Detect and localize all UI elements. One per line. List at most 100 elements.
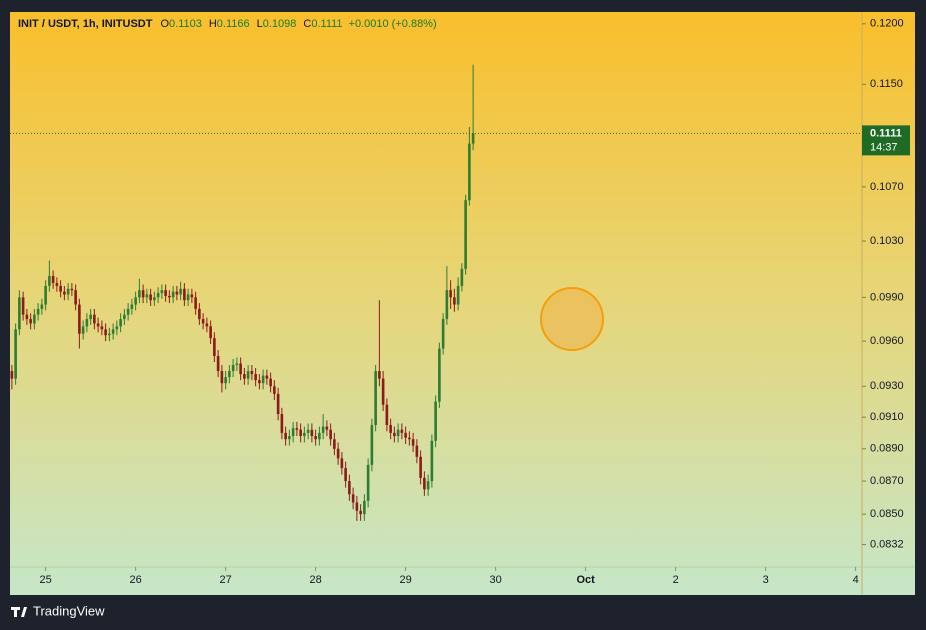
candle-body — [329, 429, 332, 440]
brand: TradingView — [11, 603, 105, 618]
candle-body — [321, 426, 325, 433]
candle-body — [160, 290, 164, 294]
candle-body — [306, 429, 310, 433]
candle-body — [239, 363, 242, 375]
candle-body — [363, 500, 366, 515]
y-tick-label: 0.0910 — [870, 411, 904, 423]
candle-body — [149, 294, 152, 301]
candle-body — [441, 319, 445, 349]
y-tick-label: 0.1200 — [870, 18, 904, 30]
candle-body — [314, 436, 317, 440]
candle-body — [153, 297, 156, 301]
x-tick-label: 27 — [220, 574, 232, 586]
candle-body — [400, 429, 404, 433]
candle-body — [419, 456, 422, 478]
candle-body — [381, 378, 385, 405]
candle-body — [355, 502, 359, 511]
candle-body — [340, 458, 344, 469]
candle-body — [216, 356, 220, 372]
chart-background — [10, 12, 915, 595]
candle-body — [389, 425, 392, 433]
candle-body — [453, 297, 456, 305]
candle-body — [471, 133, 475, 144]
legend-change: +0.0010 (+0.88%) — [349, 18, 437, 30]
candle-body — [145, 294, 149, 298]
countdown-label: 14:37 — [870, 141, 898, 153]
candle-body — [333, 439, 336, 449]
candle-body — [74, 290, 77, 305]
y-tick-label: 0.0930 — [870, 380, 904, 392]
candle-body — [273, 386, 276, 394]
circle-annotation — [540, 287, 604, 351]
candle-body — [276, 393, 280, 415]
candle-body — [396, 429, 400, 437]
candle-body — [430, 440, 434, 482]
x-tick-label: Oct — [576, 574, 595, 586]
candle-body — [464, 200, 467, 269]
candle-body — [171, 291, 175, 298]
candle-body — [108, 333, 111, 336]
y-tick-label: 0.1150 — [870, 78, 903, 90]
candle-body — [336, 448, 340, 459]
y-tick-label: 0.1030 — [870, 235, 904, 247]
candle-body — [138, 290, 141, 298]
candle-body — [468, 143, 471, 201]
candle-body — [51, 275, 55, 284]
x-tick-label: 26 — [130, 574, 142, 586]
candle-body — [408, 437, 411, 440]
candle-body — [460, 268, 464, 286]
candle-body — [44, 285, 47, 305]
candle-body — [130, 304, 134, 309]
candle-body — [344, 468, 347, 482]
legend-key: C — [303, 18, 311, 30]
candle-body — [228, 371, 231, 378]
candle-body — [33, 314, 36, 324]
candle-body — [374, 371, 377, 426]
candle-body — [351, 494, 355, 503]
candle-body — [70, 288, 74, 291]
candle-body — [254, 374, 257, 381]
candle-body — [366, 464, 370, 501]
candle-body — [246, 371, 250, 379]
candle-body — [175, 291, 179, 295]
candle-body — [186, 294, 190, 301]
candle-body — [168, 295, 171, 298]
candle-body — [205, 323, 209, 327]
y-tick-label: 0.0850 — [870, 508, 904, 520]
candle-body — [310, 429, 314, 437]
x-tick-label: 4 — [853, 574, 859, 586]
candle-body — [423, 477, 426, 490]
candle-body — [14, 329, 17, 379]
last-price-box — [862, 125, 910, 156]
candle-body — [404, 432, 407, 438]
candle-body — [104, 329, 107, 336]
candle-body — [393, 432, 396, 437]
candle-body — [18, 297, 21, 330]
y-tick-label: 0.0832 — [870, 539, 904, 551]
x-tick-label: 28 — [310, 574, 322, 586]
candles — [10, 64, 475, 521]
candle-body — [213, 338, 216, 357]
legend-key: L — [257, 18, 263, 30]
candle-body — [183, 288, 186, 301]
candle-body — [10, 371, 14, 379]
candle-body — [265, 375, 269, 379]
candle-body — [426, 481, 430, 490]
candle-body — [250, 371, 254, 375]
candle-body — [111, 329, 115, 334]
candle-body — [258, 380, 261, 384]
candle-body — [295, 428, 299, 430]
symbol: INIT / USDT, 1h, INITUSDT — [18, 18, 153, 30]
brand-name: TradingView — [33, 603, 105, 618]
legend-value: 0.1103 — [169, 18, 202, 30]
candle-body — [141, 290, 145, 298]
candle-body — [415, 445, 419, 457]
candle-body — [261, 375, 265, 384]
candle-body — [385, 404, 389, 426]
candle-body — [93, 314, 96, 324]
candle-body — [66, 288, 70, 295]
candle-body — [284, 432, 287, 440]
last-price-label: 0.1111 — [870, 127, 902, 139]
candle-body — [29, 319, 32, 324]
